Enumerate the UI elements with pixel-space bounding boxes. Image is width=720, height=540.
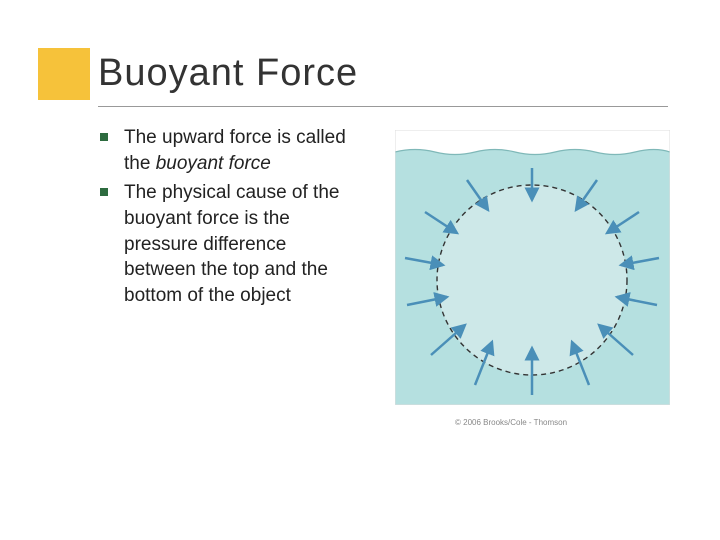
text-italic: buoyant force (156, 153, 271, 174)
list-item: The upward force is called the buoyant f… (100, 125, 360, 176)
bullet-text: The physical cause of the buoyant force … (124, 180, 360, 308)
attribution-text: © 2006 Brooks/Cole - Thomson (455, 418, 567, 427)
accent-block (38, 48, 90, 100)
buoyancy-diagram (395, 130, 670, 405)
slide-title: Buoyant Force (98, 52, 358, 95)
bullet-marker (100, 188, 108, 196)
bullet-list: The upward force is called the buoyant f… (100, 125, 360, 312)
text-span: The physical cause of the buoyant force … (124, 182, 339, 306)
bullet-marker (100, 133, 108, 141)
title-underline (98, 106, 668, 107)
bullet-text: The upward force is called the buoyant f… (124, 125, 360, 176)
list-item: The physical cause of the buoyant force … (100, 180, 360, 308)
